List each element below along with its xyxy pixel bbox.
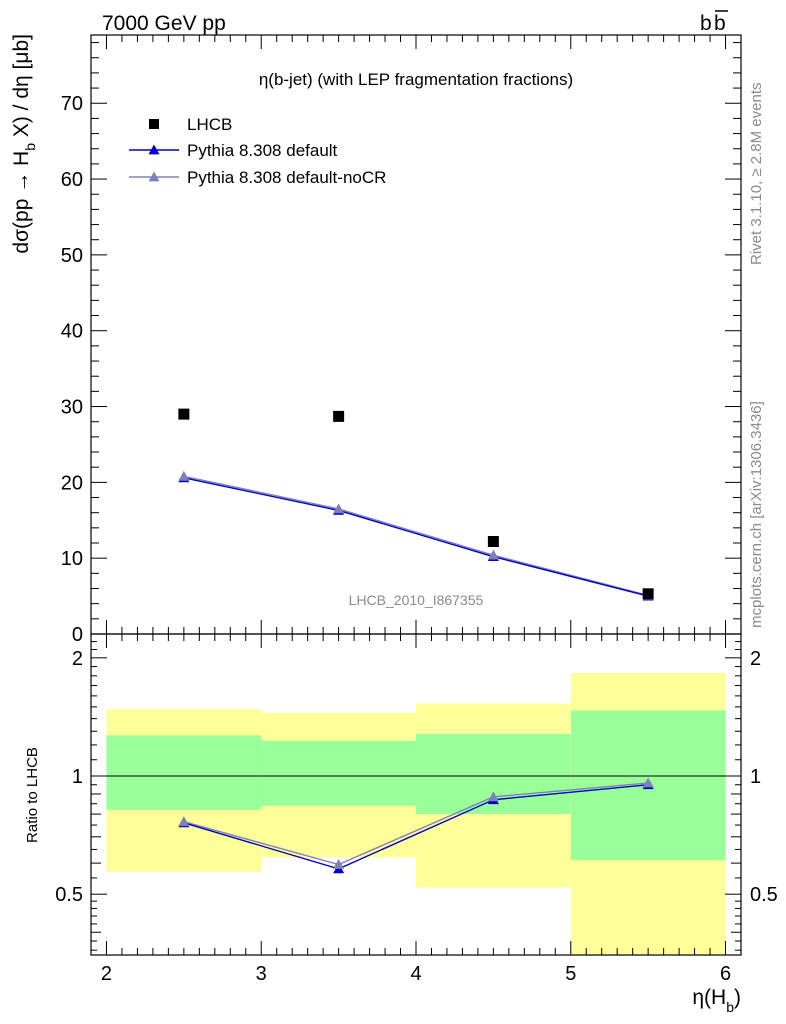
ratio-ytick-label-right: 2	[750, 648, 761, 670]
ratio-xtick-label: 6	[720, 963, 731, 985]
ratio-ytick-label-right: 0.5	[750, 884, 778, 906]
ratio-ylabel: Ratio to LHCB	[24, 747, 41, 843]
main-ytick-label: 50	[61, 245, 83, 267]
data-point	[178, 408, 190, 420]
ratio-xtick-label: 5	[565, 963, 576, 985]
triangle-marker	[148, 171, 160, 182]
main-ytick-label: 20	[61, 472, 83, 494]
main-ytick-label: 0	[72, 624, 83, 646]
ratio-xtick-label: 2	[101, 963, 112, 985]
triangle-marker	[178, 470, 190, 481]
triangle-marker	[333, 859, 345, 869]
series-line	[183, 475, 649, 597]
triangle-marker	[148, 144, 160, 155]
ratio-xlabel: η(Hb)	[692, 986, 741, 1015]
triangle-marker	[642, 777, 654, 788]
triangle-marker	[487, 549, 499, 560]
ratio-ytick-label: 1	[72, 766, 83, 788]
legend-label: Pythia 8.308 default	[187, 141, 338, 160]
main-ytick-label: 70	[61, 93, 83, 115]
ratio-ytick-label: 2	[72, 648, 83, 670]
legend-label: Pythia 8.308 default-noCR	[187, 168, 386, 187]
rivet-label: Rivet 3.1.10, ≥ 2.8M events	[748, 83, 765, 266]
ratio-xtick-label: 4	[410, 963, 421, 985]
triangle-marker	[487, 791, 499, 802]
data-point	[487, 535, 499, 547]
ratio-xlabel-text: η(Hb)	[692, 986, 741, 1015]
watermark: LHCB_2010_I867355	[349, 592, 484, 608]
header-right: b b	[700, 10, 728, 35]
main-ytick-label: 10	[61, 548, 83, 570]
main-panel: 0 10 20 30 40 50 60 70 η(b-jet) (with LEP fragm…	[10, 34, 742, 646]
main-title: η(b-jet) (with LEP fragmentation fractio…	[259, 70, 573, 89]
green-band	[106, 735, 262, 810]
green-band	[261, 740, 416, 806]
ratio-ytick-label: 0.5	[55, 884, 83, 906]
header-left: 7000 GeV pp	[102, 12, 226, 35]
header-right-bbar: b	[714, 12, 726, 35]
header-right-b: b	[700, 12, 712, 35]
legend: LHCB Pythia 8.308 default Pythia 8.308 def…	[129, 115, 386, 187]
triangle-marker	[178, 816, 190, 827]
ratio-series-line	[183, 784, 649, 870]
triangle-marker	[333, 503, 345, 514]
main-ytick-label: 30	[61, 397, 83, 419]
data-point	[333, 410, 345, 422]
data-point	[642, 588, 654, 600]
ratio-panel: 0.5 0.5 1 1 2 2 2 3 4 5 6 Ratio to LHCB η(Hb)	[24, 633, 778, 1015]
main-ylabel-text: dσ(pp → Hb X) / dη [μb]	[10, 34, 38, 254]
main-ylabel: dσ(pp → Hb X) / dη [μb]	[10, 34, 38, 254]
series-line	[183, 477, 649, 597]
mcplots-label: mcplots.cern.ch [arXiv:1306.3436]	[748, 401, 765, 628]
ratio-ytick-label-right: 1	[750, 766, 761, 788]
legend-label: LHCB	[187, 115, 232, 134]
legend-marker	[149, 119, 159, 129]
ratio-xtick-label: 3	[256, 963, 267, 985]
ratio-series-line	[183, 782, 649, 866]
main-ytick-label: 60	[61, 169, 83, 191]
main-ytick-label: 40	[61, 321, 83, 343]
